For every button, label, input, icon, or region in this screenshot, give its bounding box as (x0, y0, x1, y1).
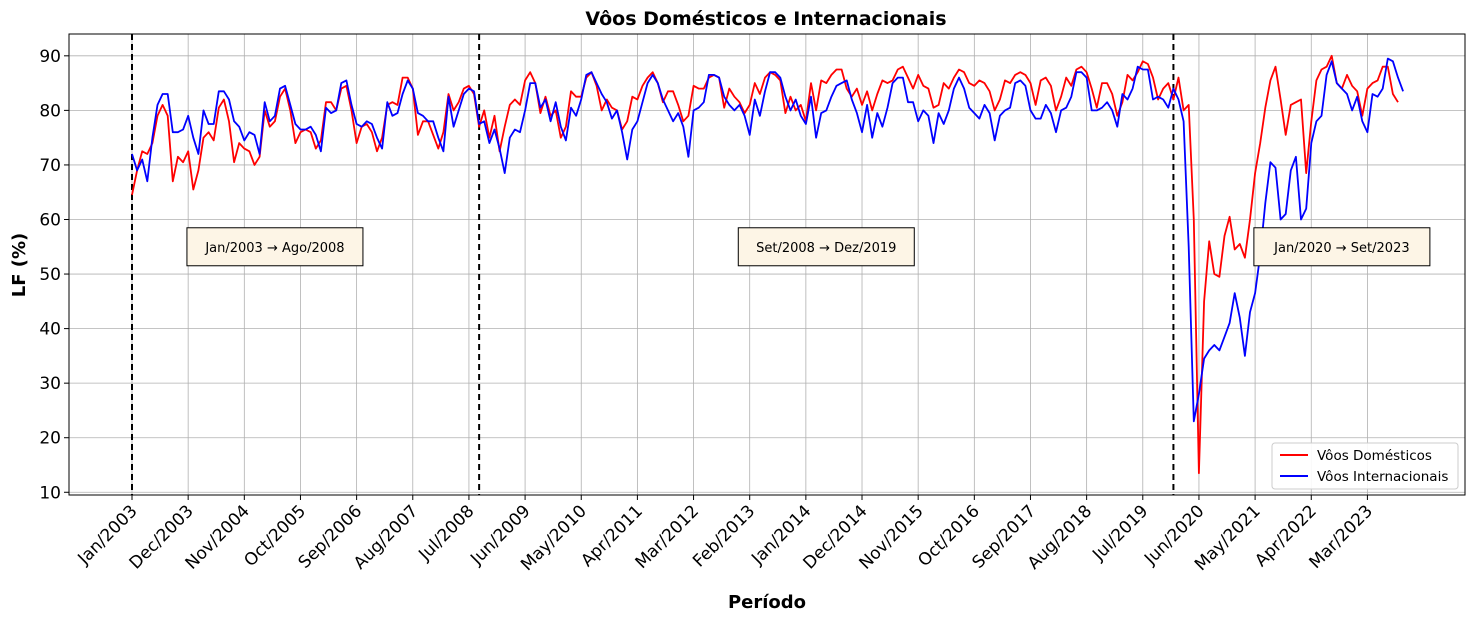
y-tick-label: 20 (39, 429, 61, 449)
series-lines (131, 54, 1404, 475)
y-tick-label: 80 (39, 101, 61, 121)
y-tick-label: 50 (39, 265, 61, 285)
y-tick-label: 90 (39, 47, 61, 67)
period-annotation-box (186, 227, 364, 267)
period-annotation-box (1253, 227, 1431, 267)
legend-label: Vôos Domésticos (1317, 448, 1432, 464)
legend-label: Vôos Internacionais (1317, 469, 1448, 485)
period-annotation-text: Set/2008 → Dez/2019 (756, 241, 896, 256)
legend: Vôos Domésticos Vôos Internacionais (1271, 442, 1459, 490)
period-annotation-box (737, 227, 915, 267)
vertical-markers (131, 34, 1175, 495)
series-line-international (131, 57, 1404, 423)
period-annotation-text: Jan/2020 → Set/2023 (1273, 241, 1409, 256)
y-tick-label: 10 (39, 483, 61, 503)
y-tick-label: 30 (39, 374, 61, 394)
period-annotation-text: Jan/2003 → Ago/2008 (204, 241, 344, 256)
y-axis-title: LF (%) (9, 233, 30, 298)
legend-box (1271, 442, 1459, 490)
plot-frame (68, 33, 1466, 496)
chart-title: Vôos Domésticos e Internacionais (585, 8, 946, 30)
annotations: Jan/2003 → Ago/2008 Set/2008 → Dez/2019 Ja… (186, 227, 1431, 267)
y-tick-label: 40 (39, 320, 61, 340)
y-tick-label: 60 (39, 210, 61, 230)
y-axis: 10 20 30 40 50 60 70 80 90 (39, 47, 69, 503)
x-axis-title: Período (728, 592, 806, 613)
y-tick-label: 70 (39, 156, 61, 176)
series-line-domestic (131, 54, 1399, 475)
